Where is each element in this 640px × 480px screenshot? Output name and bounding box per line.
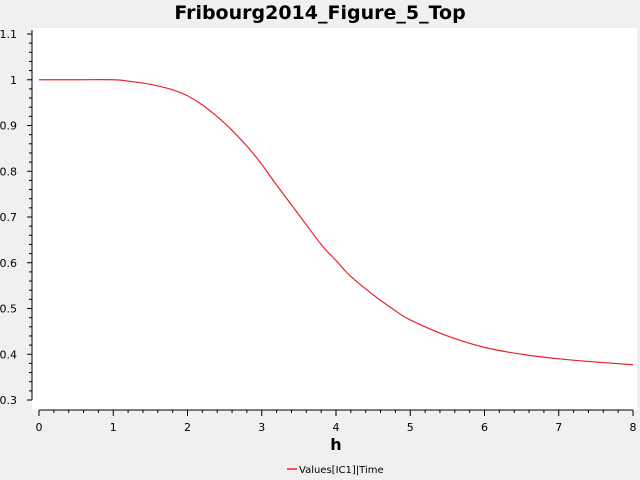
x-tick-label: 3	[258, 421, 265, 434]
x-tick-label: 0	[36, 421, 43, 434]
series-group	[38, 79, 634, 366]
y-tick-label: 0.3	[0, 394, 17, 407]
y-tick-label: 0.6	[0, 257, 17, 270]
plot-area	[32, 28, 637, 410]
y-tick-label: 1.1	[0, 28, 17, 41]
y-tick-label: 0.5	[0, 303, 17, 316]
y-tick-label: 1	[10, 74, 17, 87]
chart-title: Fribourg2014_Figure_5_Top	[174, 2, 466, 24]
x-tick-label: 6	[481, 421, 488, 434]
legend: Values[IC1]|Time	[287, 465, 384, 476]
x-tick-label: 1	[110, 421, 117, 434]
x-axis-ticks: 0 1 2 3 4 5 6 7 8	[36, 410, 637, 434]
x-tick-label: 7	[555, 421, 562, 434]
y-tick-label: 0.4	[0, 348, 17, 361]
y-axis-ticks: 0.3 0.4 0.5 0.6 0.7 0.8 0.9 1 1.1	[0, 28, 32, 407]
x-tick-label: 8	[630, 421, 637, 434]
y-tick-label: 0.9	[0, 120, 17, 133]
x-axis-label: h	[330, 435, 341, 454]
series-line	[38, 79, 634, 366]
y-tick-label: 0.7	[0, 211, 17, 224]
x-tick-label: 5	[407, 421, 414, 434]
y-tick-label: 0.8	[0, 165, 17, 178]
x-tick-label: 4	[333, 421, 340, 434]
x-tick-label: 2	[184, 421, 191, 434]
legend-label: Values[IC1]|Time	[299, 465, 384, 476]
